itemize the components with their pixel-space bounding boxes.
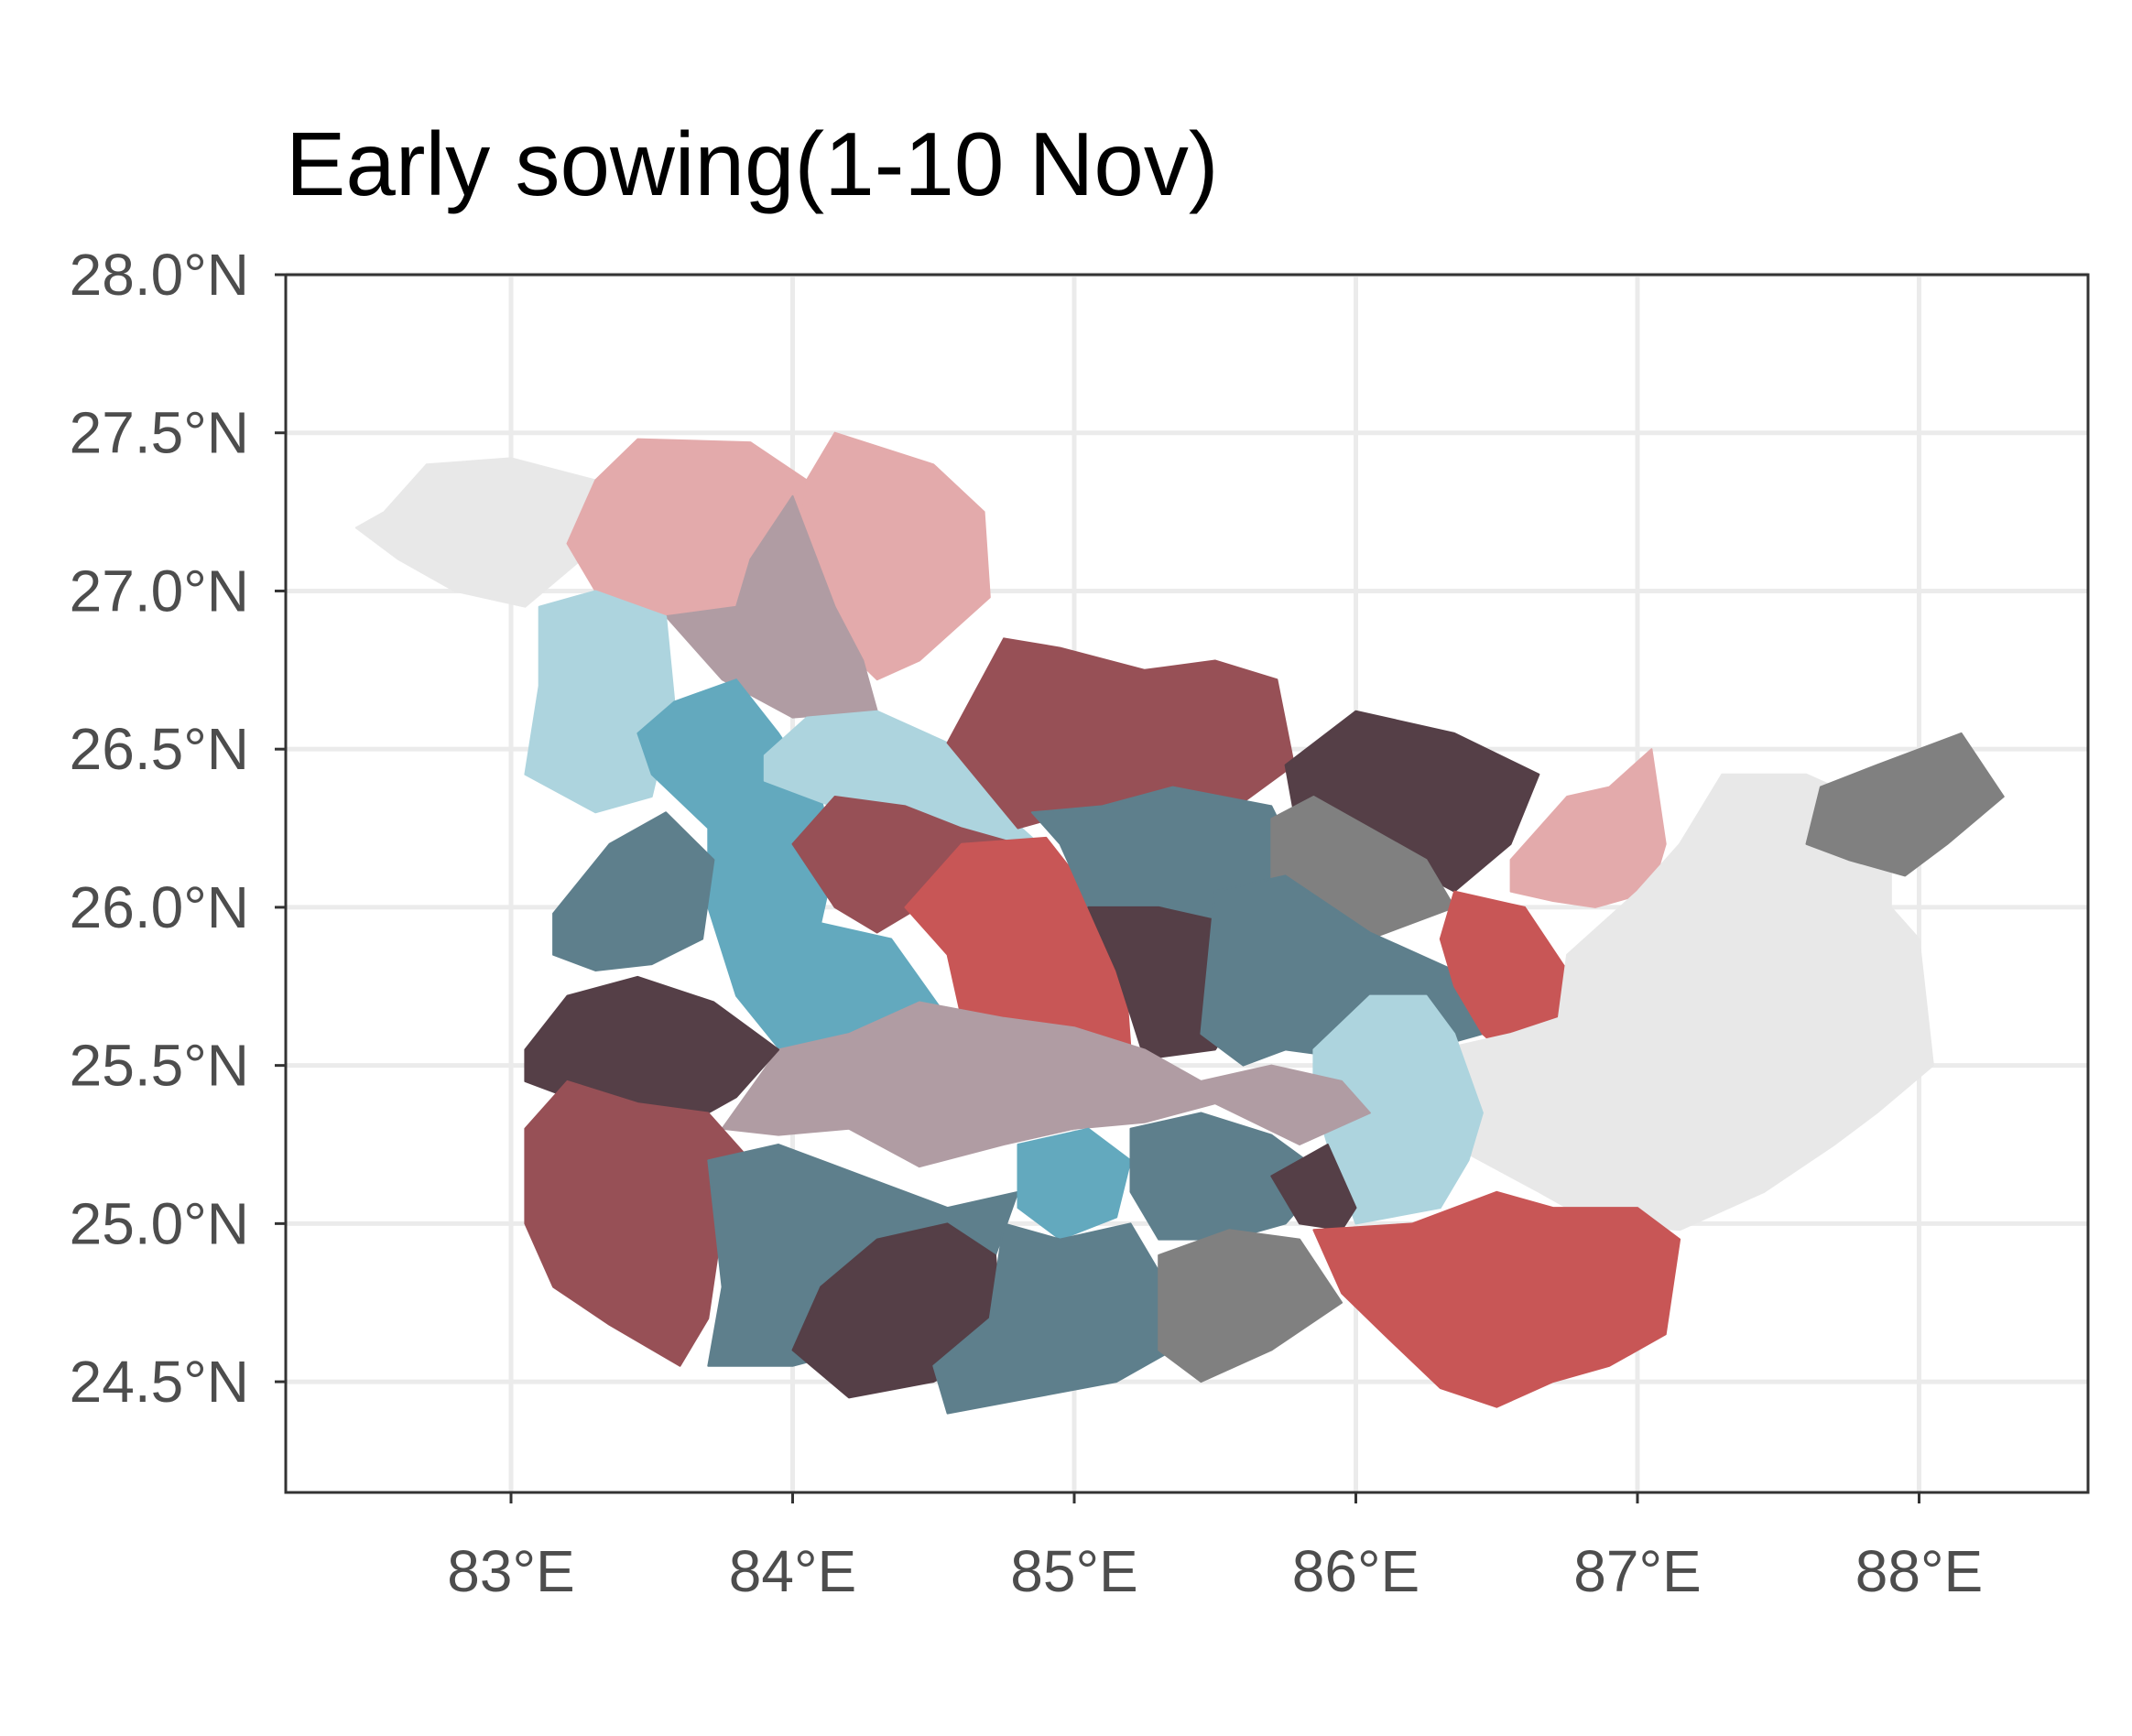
x-tick-label: 86°E [1292,1538,1420,1604]
y-tick-label: 26.0°N [70,874,249,940]
y-tick-label: 27.0°N [70,558,249,624]
y-tick-label: 28.0°N [70,242,249,308]
x-tick-label: 88°E [1855,1538,1983,1604]
district-24 [524,1080,752,1367]
district-10 [904,836,1132,1051]
x-tick-label: 85°E [1010,1538,1137,1604]
x-tick-label: 84°E [729,1538,856,1604]
y-tick-label: 24.5°N [70,1349,249,1415]
y-tick-label: 27.5°N [70,400,249,466]
district-5 [524,590,676,814]
district-28 [932,1222,1174,1415]
x-axis: 83°E 84°E 85°E 86°E 87°E 88°E [447,1492,1983,1604]
district-29 [1129,1112,1329,1241]
y-tick-label: 26.5°N [70,716,249,782]
panel-border [284,273,2090,1494]
district-31 [1158,1229,1343,1383]
district-30 [1270,1144,1357,1231]
district-27 [1017,1127,1132,1241]
y-axis: 24.5°N 25.0°N 25.5°N 26.0°N 26.5°N 27.0°N 27.5… [70,242,286,1415]
x-tick-label: 83°E [447,1538,574,1604]
y-tick-label: 25.0°N [70,1190,249,1256]
district-19 [1805,732,2005,877]
district-22 [552,811,715,971]
district-1 [354,457,597,608]
y-tick-label: 25.5°N [70,1033,249,1099]
district-21 [721,1001,1371,1168]
district-32 [1312,1190,1681,1408]
district-polygons [354,431,2005,1415]
map-title: Early sowing(1-10 Nov) [286,114,1219,214]
district-4 [665,494,878,719]
x-tick-label: 87°E [1573,1538,1701,1604]
